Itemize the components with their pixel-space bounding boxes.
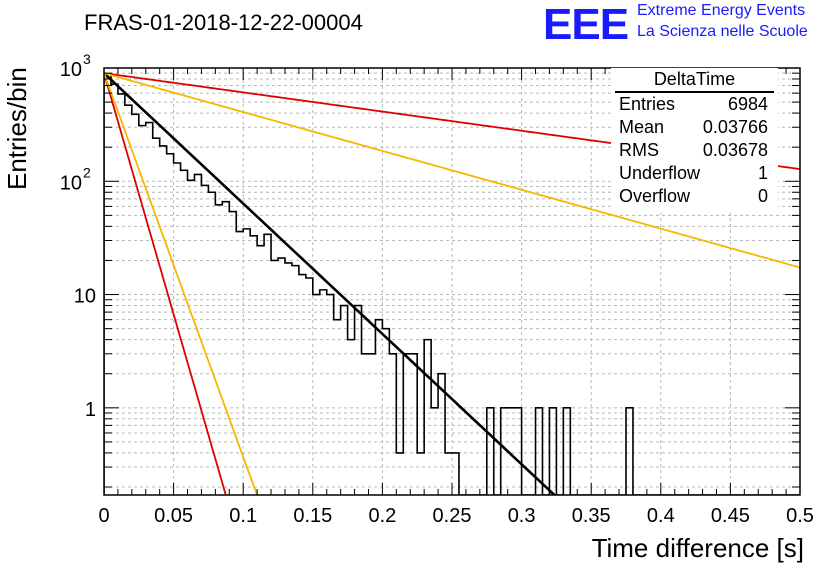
x-tick-label: 0.25 <box>433 505 472 527</box>
x-tick-label: 0.5 <box>786 505 814 527</box>
series-line-0 <box>104 72 557 495</box>
stats-row-mean: Mean 0.03766 <box>611 116 778 139</box>
x-tick-label: 0 <box>98 505 109 527</box>
chart-title: FRAS-01-2018-12-22-00004 <box>84 10 363 35</box>
stats-title: DeltaTime <box>615 68 774 93</box>
y-tick-label: 10 <box>60 172 82 194</box>
x-tick-label: 0.3 <box>508 505 536 527</box>
y-tick-label: 1 <box>85 399 96 421</box>
y-tick-label-exponent: 2 <box>83 164 91 180</box>
stats-row-underflow: Underflow 1 <box>611 162 778 185</box>
stats-value: 1 <box>757 163 768 183</box>
stats-label: Entries <box>619 94 676 114</box>
y-tick-label-exponent: 3 <box>83 51 91 67</box>
x-tick-label: 0.45 <box>711 505 750 527</box>
stats-row-entries: Entries 6984 <box>611 93 778 116</box>
eee-logo: EEE <box>543 0 629 49</box>
x-tick-label: 0.4 <box>647 505 675 527</box>
series-line-3 <box>104 72 227 495</box>
stats-label: Mean <box>619 117 665 137</box>
x-tick-label: 0.05 <box>154 505 193 527</box>
logo-line-1: Extreme Energy Events <box>637 2 806 19</box>
series-line-4 <box>104 72 258 495</box>
stats-value: 0 <box>757 186 768 206</box>
stats-value: 0.03766 <box>702 117 768 137</box>
stats-box: DeltaTime Entries 6984 Mean 0.03766 RMS … <box>611 68 778 213</box>
y-axis-label: Entries/bin <box>2 67 32 190</box>
x-axis-label: Time difference [s] <box>591 533 804 563</box>
histogram-outline <box>104 73 800 495</box>
stats-label: Overflow <box>619 186 691 206</box>
y-tick-label: 10 <box>74 286 96 308</box>
y-tick-label: 10 <box>60 59 82 81</box>
logo-line-2: La Scienza nelle Scuole <box>637 23 808 40</box>
stats-label: Underflow <box>619 163 701 183</box>
stats-value: 0.03678 <box>702 140 768 160</box>
x-tick-label: 0.2 <box>368 505 396 527</box>
stats-row-rms: RMS 0.03678 <box>611 139 778 162</box>
x-tick-label: 0.1 <box>229 505 257 527</box>
x-tick-label: 0.35 <box>572 505 611 527</box>
stats-value: 6984 <box>727 94 768 114</box>
stats-label: RMS <box>619 140 659 160</box>
series-line-2 <box>104 72 800 269</box>
stats-row-overflow: Overflow 0 <box>611 185 778 208</box>
x-tick-label: 0.15 <box>293 505 332 527</box>
